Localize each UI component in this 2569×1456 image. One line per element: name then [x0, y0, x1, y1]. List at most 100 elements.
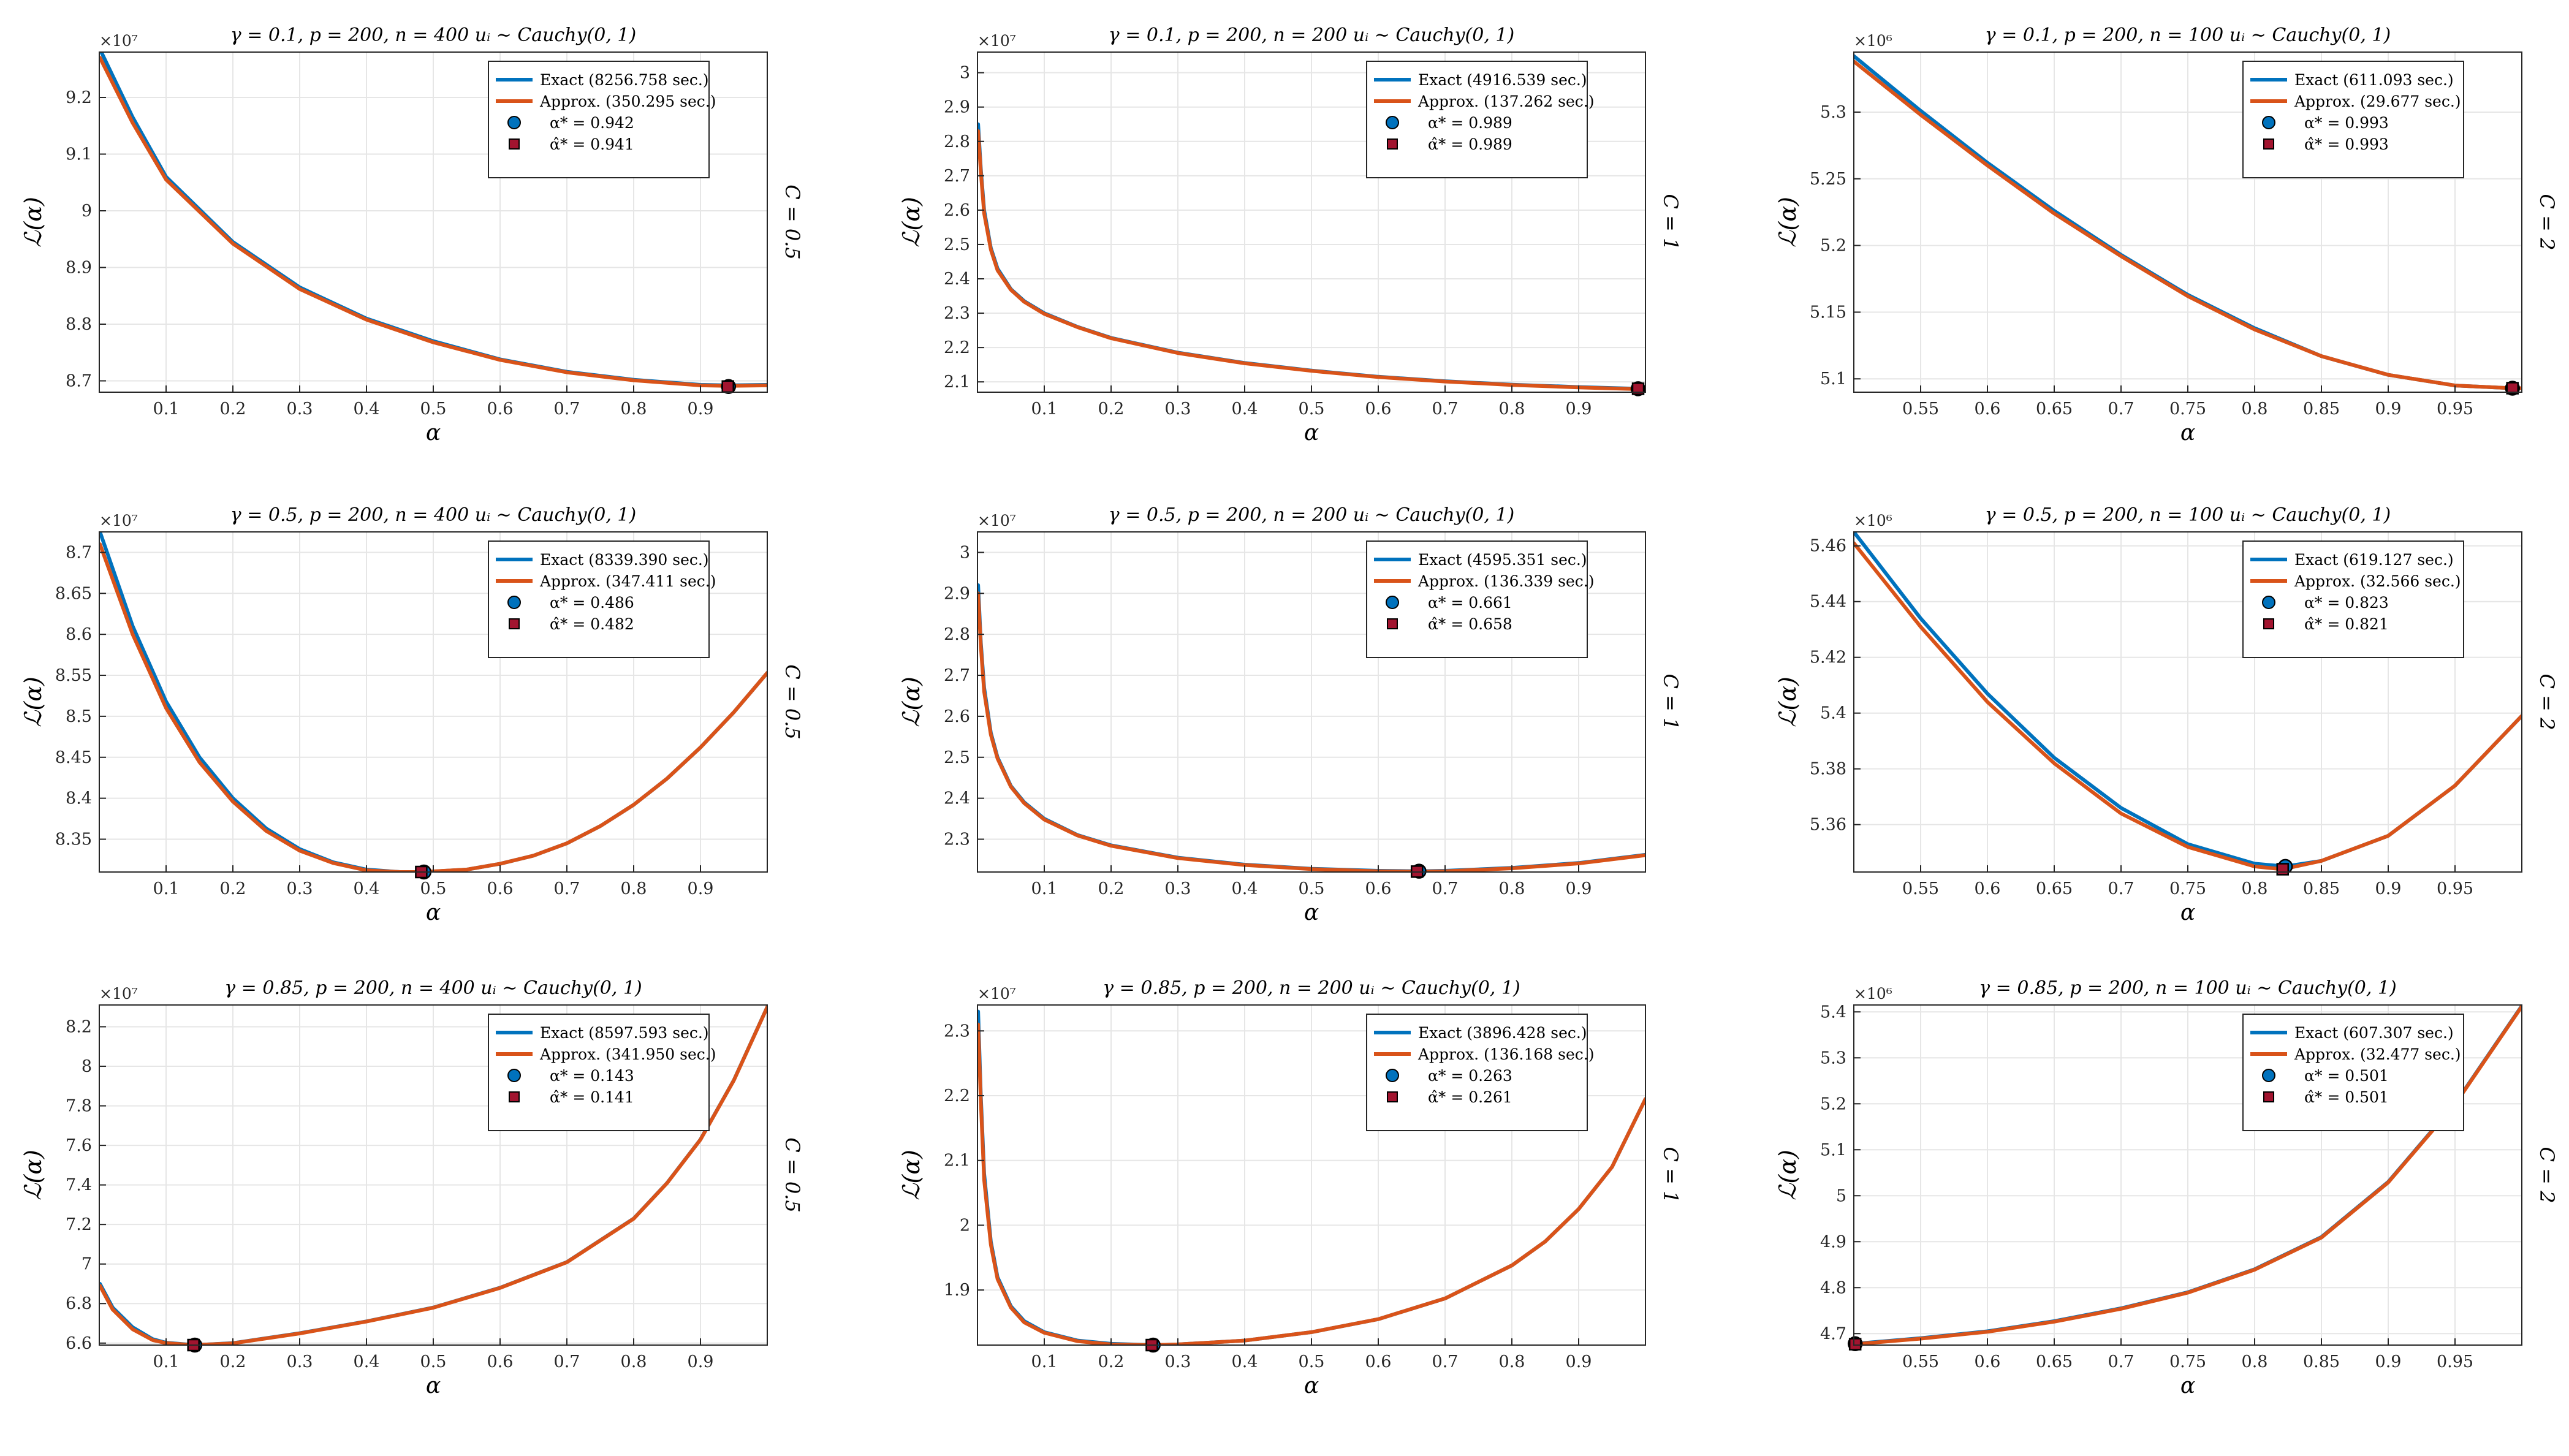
- legend-alpha-star-swatch: [1386, 596, 1399, 609]
- legend-entry: α̂* = 0.658: [1428, 615, 1512, 633]
- legend-alpha-star-swatch: [1386, 116, 1399, 129]
- x-tick-label: 0.7: [2108, 879, 2135, 898]
- x-tick-label: 0.95: [2437, 400, 2473, 419]
- y-exponent-label: ×10⁷: [977, 512, 1016, 529]
- y-tick-label: 5.36: [1810, 816, 1846, 835]
- legend-alpha-star-swatch: [2262, 596, 2275, 609]
- y-tick-label: 5.42: [1810, 648, 1846, 667]
- x-tick-label: 0.3: [287, 879, 313, 898]
- legend-entry: α̂* = 0.821: [2304, 615, 2389, 633]
- chart-panel-1: 0.1 0.2 0.3 0.4 0.5 0.6 0.7 0.8 0.9 8.7 8.8 8.9 9 9.1…: [20, 25, 804, 446]
- panel-side-label: C = 2: [2535, 194, 2559, 251]
- y-tick-label: 2.1: [944, 1151, 970, 1170]
- alpha-hat-star-marker: [2506, 382, 2519, 395]
- legend-entry: α* = 0.989: [1428, 114, 1512, 132]
- legend-alpha-hat-star-swatch: [509, 1091, 520, 1102]
- legend: Exact (611.093 sec.) Approx. (29.677 sec.…: [2242, 61, 2464, 178]
- x-tick-label: 0.9: [1566, 400, 1592, 419]
- legend-entry: Exact (8597.593 sec.): [540, 1024, 709, 1042]
- y-tick-label: 2.4: [944, 789, 970, 808]
- x-tick-label: 0.6: [1975, 400, 2001, 419]
- y-tick-label: 4.8: [1820, 1278, 1846, 1297]
- x-tick-label: 0.9: [2375, 879, 2402, 898]
- y-tick-label: 2.4: [944, 270, 970, 289]
- x-tick-label: 0.9: [688, 1352, 714, 1371]
- legend-entry: α* = 0.823: [2304, 594, 2389, 612]
- x-tick-label: 0.9: [2375, 1352, 2402, 1371]
- y-exponent-label: ×10⁶: [1854, 512, 1892, 529]
- x-tick-label: 0.7: [1432, 1352, 1459, 1371]
- y-tick-label: 2.2: [944, 1086, 970, 1105]
- legend: Exact (8256.758 sec.) Approx. (350.295 se…: [488, 61, 716, 178]
- legend-entry: α̂* = 0.141: [550, 1088, 634, 1106]
- chart-title: γ = 0.5, p = 200, n = 100 uᵢ ∼ Cauchy(0,…: [1985, 504, 2391, 526]
- y-axis-label: ℒ(α): [1774, 677, 1801, 727]
- y-exponent-label: ×10⁷: [99, 512, 138, 529]
- y-tick-label: 5.4: [1820, 1003, 1846, 1022]
- x-tick-label: 0.7: [1432, 879, 1459, 898]
- y-tick-label: 5.1: [1820, 1140, 1846, 1159]
- x-tick-label: 0.85: [2303, 400, 2340, 419]
- legend-alpha-star-swatch: [2262, 116, 2275, 129]
- y-tick-label: 8.7: [66, 543, 92, 562]
- x-axis-label: α: [1304, 1373, 1319, 1398]
- series-group: [977, 122, 1645, 391]
- legend-entry: α* = 0.501: [2304, 1067, 2389, 1085]
- approx-series-line: [99, 56, 767, 388]
- x-tick-label: 0.85: [2303, 879, 2340, 898]
- x-tick-label: 0.75: [2169, 1352, 2206, 1371]
- chart-panel-5: 0.1 0.2 0.3 0.4 0.5 0.6 0.7 0.8 0.9 2.3 2.4 2.5 2.6 2…: [898, 504, 1682, 925]
- x-tick-label: 0.6: [1975, 1352, 2001, 1371]
- x-tick-label: 0.2: [220, 879, 246, 898]
- y-tick-label: 2.6: [944, 707, 970, 726]
- x-tick-label: 0.8: [2242, 400, 2268, 419]
- y-tick-label: 6.8: [66, 1294, 92, 1313]
- y-exponent-label: ×10⁷: [99, 985, 138, 1003]
- x-tick-label: 0.3: [287, 400, 313, 419]
- y-tick-label: 2.7: [944, 666, 970, 685]
- y-exponent-label: ×10⁷: [977, 985, 1016, 1003]
- x-tick-label: 0.3: [1165, 879, 1191, 898]
- y-tick-label: 2.8: [944, 625, 970, 644]
- chart-title: γ = 0.5, p = 200, n = 400 uᵢ ∼ Cauchy(0,…: [230, 504, 636, 526]
- alpha-hat-star-marker: [721, 380, 734, 393]
- x-tick-label: 0.4: [354, 1352, 380, 1371]
- x-tick-label: 0.1: [153, 400, 180, 419]
- legend-entry: α̂* = 0.993: [2304, 135, 2389, 153]
- x-tick-label: 0.7: [554, 1352, 580, 1371]
- y-tick-label: 8.4: [66, 789, 92, 808]
- chart-title: γ = 0.1, p = 200, n = 200 uᵢ ∼ Cauchy(0,…: [1109, 25, 1514, 46]
- x-tick-label: 0.8: [621, 1352, 647, 1371]
- approx-series-line: [99, 1005, 767, 1345]
- legend-alpha-star-swatch: [507, 596, 521, 609]
- y-tick-label: 4.7: [1820, 1324, 1846, 1343]
- y-tick-label: 2: [960, 1216, 970, 1235]
- x-tick-label: 0.8: [1499, 879, 1525, 898]
- chart-panel-4: 0.1 0.2 0.3 0.4 0.5 0.6 0.7 0.8 0.9 8.35 8.4 8.45 8.…: [20, 504, 804, 925]
- x-tick-label: 0.7: [1432, 400, 1459, 419]
- x-tick-label: 0.65: [2036, 400, 2073, 419]
- y-tick-label: 8.8: [66, 315, 92, 334]
- y-tick-label: 2.6: [944, 201, 970, 220]
- y-tick-label: 7: [82, 1255, 92, 1274]
- x-tick-label: 0.55: [1902, 1352, 1939, 1371]
- y-axis-label: ℒ(α): [898, 1150, 925, 1200]
- legend: Exact (4595.351 sec.) Approx. (136.339 se…: [1366, 540, 1594, 658]
- alpha-hat-star-marker: [1848, 1338, 1862, 1351]
- y-tick-label: 7.6: [66, 1136, 92, 1155]
- y-tick-label: 6.6: [66, 1334, 92, 1353]
- x-tick-label: 0.8: [621, 400, 647, 419]
- legend-alpha-hat-star-swatch: [1387, 618, 1398, 629]
- approx-series-line: [99, 542, 767, 872]
- legend-alpha-star-swatch: [1386, 1069, 1399, 1082]
- x-tick-label: 0.2: [1098, 1352, 1125, 1371]
- y-tick-label: 2.5: [944, 235, 970, 254]
- series-group: [99, 52, 767, 388]
- x-tick-label: 0.8: [2242, 879, 2268, 898]
- legend-entry: Approx. (136.168 sec.): [1417, 1045, 1594, 1063]
- x-tick-label: 0.9: [688, 400, 714, 419]
- legend-entry: Approx. (350.295 sec.): [539, 93, 716, 110]
- y-exponent-label: ×10⁷: [99, 32, 138, 50]
- x-tick-label: 0.55: [1902, 400, 1939, 419]
- y-tick-label: 5.25: [1810, 170, 1846, 189]
